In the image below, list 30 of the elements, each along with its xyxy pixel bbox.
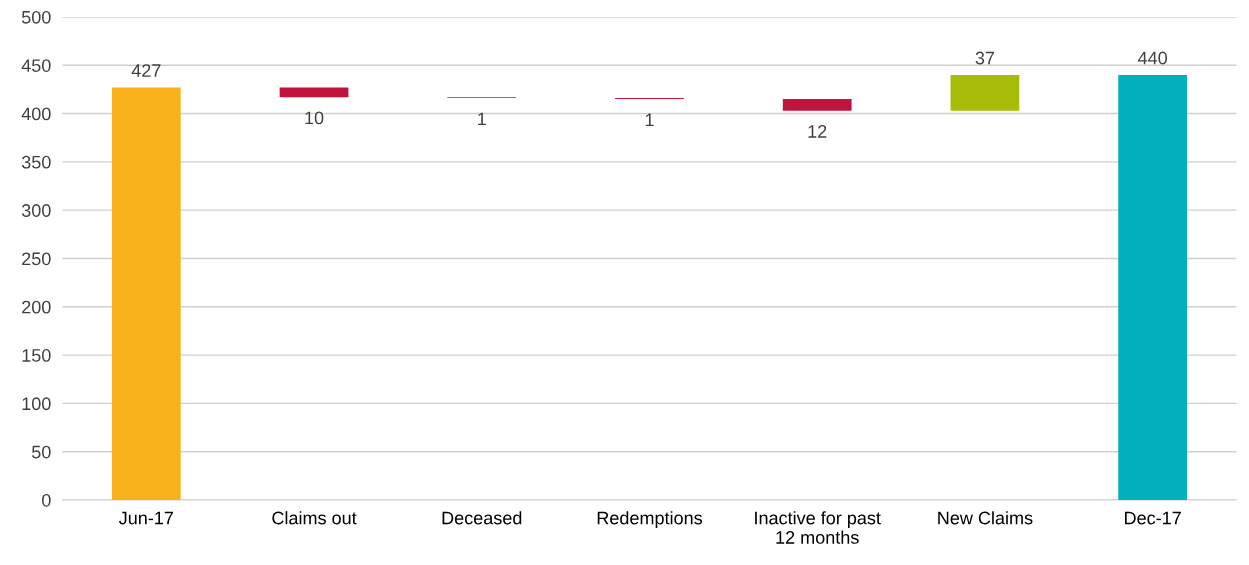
bar [111, 87, 181, 501]
bar [279, 87, 349, 98]
x-tick-label: Redemptions [597, 511, 703, 528]
x-tick-label: Inactive for past 12 months [755, 511, 881, 544]
data-label: 1 [478, 112, 486, 126]
x-tick-label: Deceased [442, 511, 522, 525]
y-tick-label: 50 [31, 445, 51, 459]
y-tick-label: 450 [21, 59, 51, 72]
bar [1118, 74, 1188, 501]
x-tick-label: Jun-17 [118, 511, 174, 525]
data-label: 37 [975, 51, 995, 65]
data-label: 12 [808, 125, 827, 138]
bar [782, 99, 852, 111]
y-tick-label: 350 [21, 155, 51, 169]
data-label: 427 [131, 64, 161, 77]
y-tick-label: 200 [22, 300, 51, 314]
y-tick-label: 150 [22, 349, 51, 362]
x-tick-label: Claims out [272, 511, 357, 525]
bar [950, 74, 1020, 111]
y-tick-label: 0 [42, 493, 51, 507]
data-label: 1 [645, 113, 654, 127]
y-tick-label: 400 [21, 107, 51, 121]
y-tick-label: 500 [21, 10, 51, 24]
x-tick-label: Dec-17 [1125, 511, 1181, 525]
data-label: 440 [1138, 51, 1168, 65]
data-label: 10 [305, 111, 324, 125]
x-tick-label: New Claims [938, 511, 1033, 525]
y-tick-label: 300 [21, 204, 51, 217]
y-tick-label: 250 [22, 252, 51, 266]
y-tick-label: 100 [22, 397, 51, 411]
